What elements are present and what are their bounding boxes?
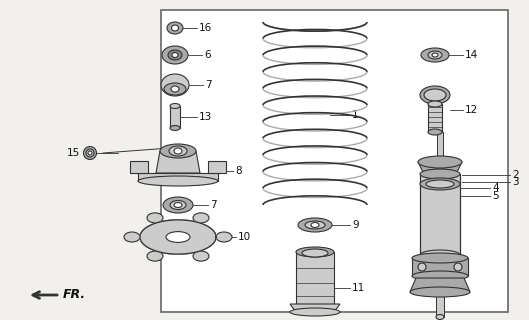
- Text: 3: 3: [512, 177, 518, 187]
- Ellipse shape: [193, 213, 209, 223]
- Ellipse shape: [428, 101, 442, 107]
- Polygon shape: [410, 278, 470, 292]
- Ellipse shape: [296, 247, 334, 257]
- Ellipse shape: [168, 50, 182, 60]
- Polygon shape: [138, 173, 218, 181]
- Ellipse shape: [424, 89, 446, 101]
- Ellipse shape: [432, 53, 438, 57]
- Ellipse shape: [302, 249, 328, 257]
- Ellipse shape: [305, 221, 325, 229]
- Text: 7: 7: [205, 80, 212, 90]
- Ellipse shape: [216, 232, 232, 242]
- Text: 4: 4: [492, 183, 499, 193]
- Ellipse shape: [169, 146, 187, 156]
- Text: 6: 6: [204, 50, 211, 60]
- Ellipse shape: [412, 253, 468, 263]
- Ellipse shape: [418, 156, 462, 168]
- Ellipse shape: [84, 147, 96, 159]
- Ellipse shape: [428, 129, 442, 135]
- Polygon shape: [140, 220, 216, 254]
- Text: 8: 8: [235, 166, 242, 176]
- Ellipse shape: [171, 25, 178, 31]
- Ellipse shape: [420, 169, 460, 179]
- Text: FR.: FR.: [63, 289, 86, 301]
- Ellipse shape: [174, 203, 182, 207]
- Text: 11: 11: [352, 283, 365, 293]
- Ellipse shape: [424, 169, 456, 179]
- Ellipse shape: [426, 180, 454, 188]
- Ellipse shape: [86, 149, 94, 157]
- Ellipse shape: [172, 52, 178, 58]
- Bar: [436, 292, 444, 317]
- Ellipse shape: [193, 251, 209, 261]
- Ellipse shape: [160, 144, 196, 158]
- Polygon shape: [140, 220, 216, 254]
- Ellipse shape: [162, 46, 188, 64]
- Ellipse shape: [138, 176, 218, 186]
- Bar: [428, 104, 442, 132]
- Ellipse shape: [170, 103, 180, 108]
- Ellipse shape: [412, 271, 468, 281]
- Bar: [161, 10, 508, 312]
- Polygon shape: [130, 161, 148, 173]
- Ellipse shape: [420, 86, 450, 104]
- Bar: [437, 132, 443, 162]
- Ellipse shape: [171, 86, 179, 92]
- Ellipse shape: [147, 251, 163, 261]
- Text: 13: 13: [199, 112, 212, 122]
- Bar: [296, 252, 334, 304]
- Ellipse shape: [421, 48, 449, 62]
- Ellipse shape: [164, 83, 186, 95]
- Text: 1: 1: [352, 110, 359, 120]
- Text: 12: 12: [465, 105, 478, 115]
- Ellipse shape: [170, 125, 180, 131]
- Polygon shape: [418, 162, 462, 174]
- Text: 5: 5: [492, 191, 499, 201]
- Text: 14: 14: [465, 50, 478, 60]
- Ellipse shape: [420, 178, 460, 190]
- Ellipse shape: [290, 308, 340, 316]
- Ellipse shape: [174, 148, 182, 154]
- Ellipse shape: [311, 222, 319, 228]
- Ellipse shape: [420, 250, 460, 260]
- Ellipse shape: [161, 74, 189, 96]
- Text: 2: 2: [512, 170, 518, 180]
- Ellipse shape: [166, 232, 190, 243]
- Text: 9: 9: [352, 220, 359, 230]
- Ellipse shape: [147, 213, 163, 223]
- Ellipse shape: [418, 263, 426, 271]
- Bar: [420, 174, 460, 255]
- Polygon shape: [208, 161, 226, 173]
- Bar: [170, 106, 180, 128]
- Text: 15: 15: [67, 148, 80, 158]
- Polygon shape: [412, 258, 468, 276]
- Text: 16: 16: [199, 23, 212, 33]
- Ellipse shape: [167, 22, 183, 34]
- Ellipse shape: [170, 201, 186, 210]
- Ellipse shape: [428, 51, 442, 59]
- Text: 10: 10: [238, 232, 251, 242]
- Ellipse shape: [298, 218, 332, 232]
- Ellipse shape: [124, 232, 140, 242]
- Ellipse shape: [454, 263, 462, 271]
- Polygon shape: [290, 304, 340, 312]
- Text: 7: 7: [210, 200, 216, 210]
- Ellipse shape: [436, 315, 444, 319]
- Polygon shape: [156, 151, 200, 173]
- Ellipse shape: [163, 197, 193, 213]
- Ellipse shape: [88, 151, 92, 155]
- Ellipse shape: [410, 287, 470, 297]
